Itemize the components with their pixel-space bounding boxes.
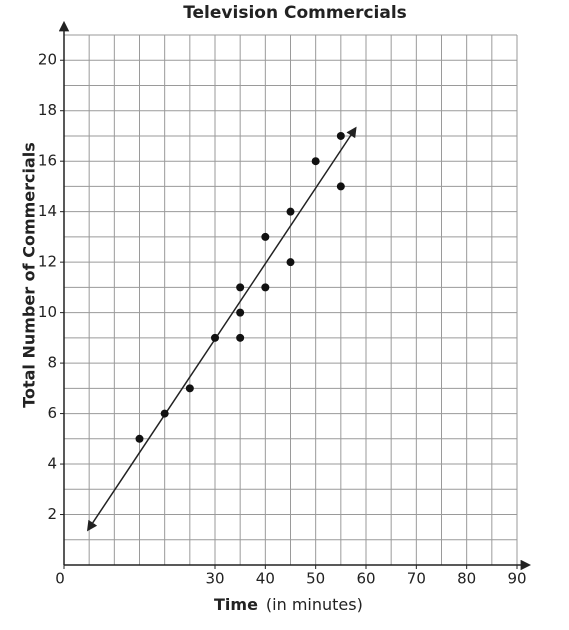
x-axis-label-main: Time <box>214 595 258 614</box>
x-axis-label-note: (in minutes) <box>266 595 363 614</box>
y-tick-label: 2 <box>47 505 57 523</box>
x-tick-label: 90 <box>507 570 526 588</box>
x-tick-label: 80 <box>457 570 476 588</box>
x-tick-label: 30 <box>205 570 224 588</box>
chart-title: Television Commercials <box>183 3 407 23</box>
x-tick-label: 50 <box>306 570 325 588</box>
data-point <box>261 283 270 292</box>
y-axis-label: Total Number of Commercials <box>20 142 39 408</box>
data-point <box>336 182 345 191</box>
y-tick-label: 18 <box>38 101 57 119</box>
data-point <box>261 232 270 241</box>
trend-line <box>86 126 357 532</box>
y-tick-label: 10 <box>38 303 57 321</box>
y-tick-label: 4 <box>47 455 57 473</box>
data-point <box>236 333 245 342</box>
x-tick-label: 60 <box>356 570 375 588</box>
data-point <box>160 409 169 418</box>
x-tick-label: 0 <box>55 570 65 588</box>
y-tick-label: 14 <box>38 202 57 220</box>
x-tick-label: 40 <box>256 570 275 588</box>
data-point <box>135 434 144 443</box>
data-point <box>236 308 245 317</box>
x-tick-label: 70 <box>407 570 426 588</box>
data-point <box>286 207 295 216</box>
y-tick-label: 20 <box>38 51 57 69</box>
y-tick-label: 6 <box>47 404 57 422</box>
y-tick-label: 16 <box>38 152 57 170</box>
data-point <box>311 157 320 166</box>
data-point <box>185 384 194 393</box>
y-tick-label: 12 <box>38 253 57 271</box>
y-tick-label: 8 <box>47 354 57 372</box>
data-point <box>211 333 219 342</box>
data-point <box>286 258 295 267</box>
data-point <box>236 283 245 292</box>
data-point <box>336 131 345 140</box>
x-axis-label: Time (in minutes) <box>214 595 363 614</box>
